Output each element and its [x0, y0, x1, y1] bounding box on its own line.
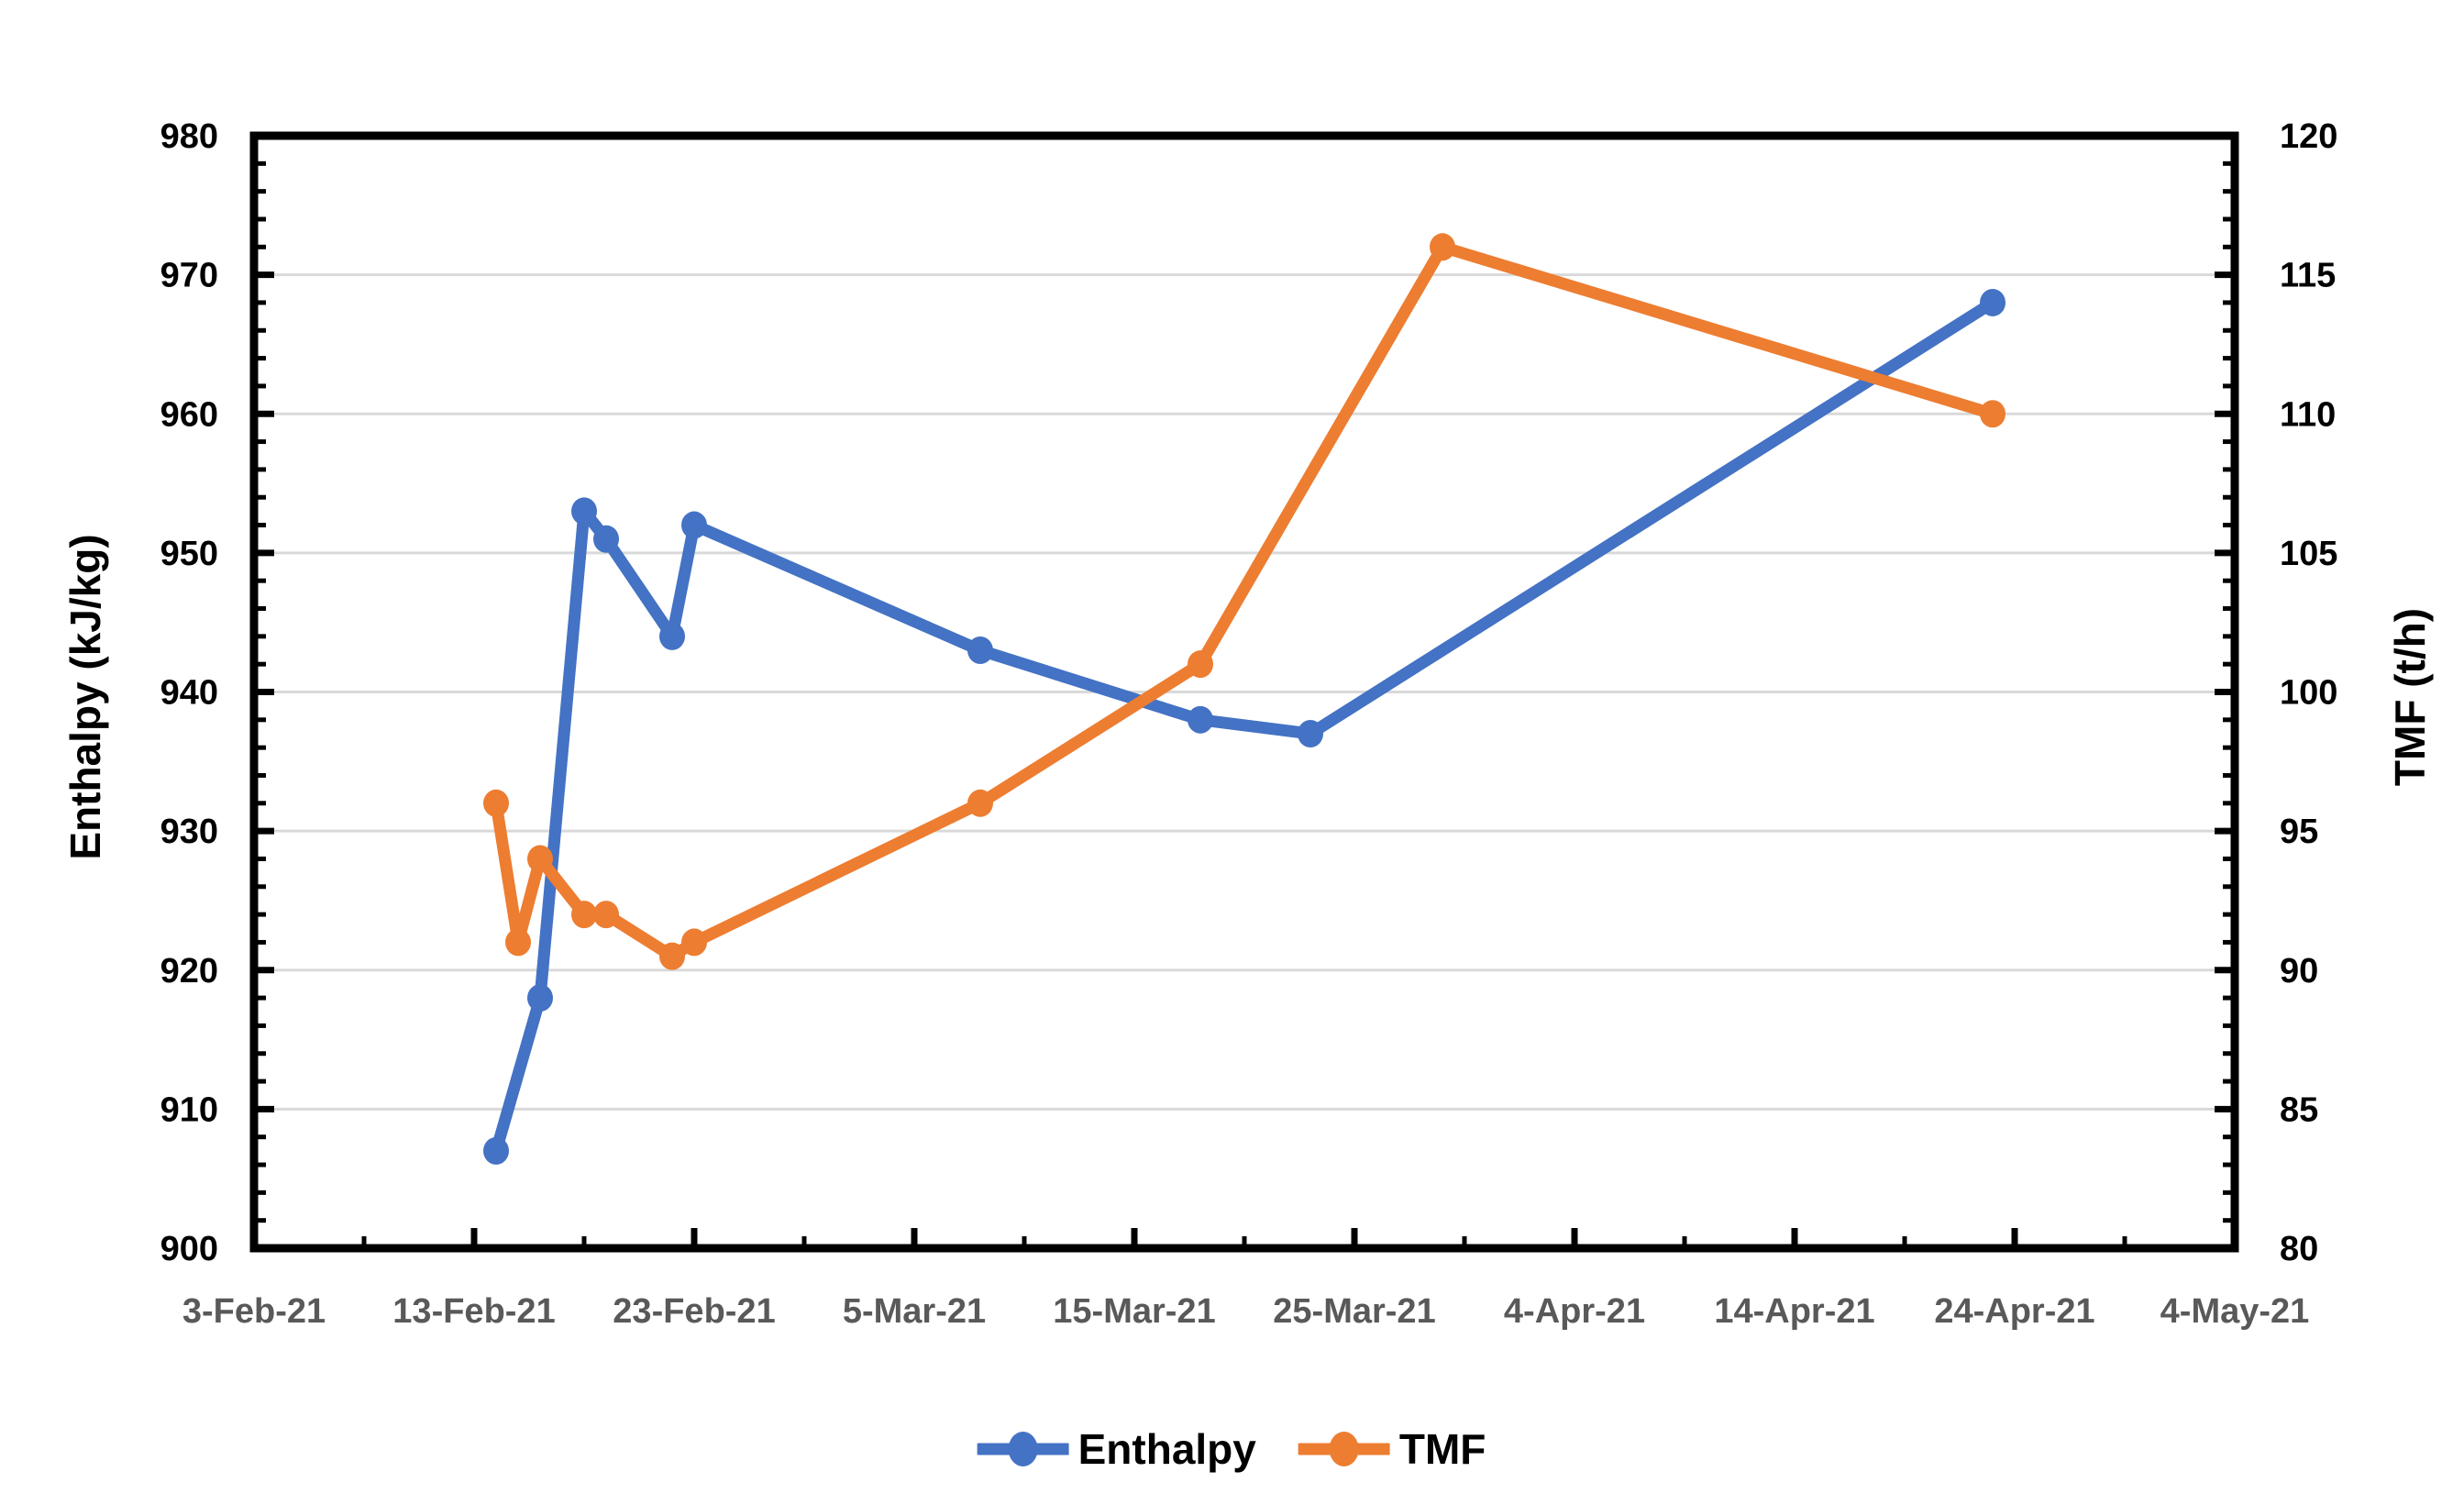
left-axis-title: Enthalpy (kJ/kg) — [61, 534, 109, 860]
enthalpy-legend-label: Enthalpy — [1077, 1425, 1256, 1473]
tmf-marker — [527, 845, 553, 873]
right-axis-title: TMF (t/h) — [2386, 607, 2434, 787]
y-right-tick-label: 105 — [2280, 535, 2337, 573]
x-tick-label: 5-Mar-21 — [843, 1292, 986, 1331]
y-right-tick-label: 100 — [2280, 674, 2337, 713]
y-left-tick-label: 910 — [160, 1090, 218, 1129]
x-tick-label: 3-Feb-21 — [182, 1292, 326, 1331]
tmf-line-marker-icon — [1298, 1432, 1390, 1466]
tmf-marker — [593, 901, 619, 929]
y-left-tick-label: 920 — [160, 952, 218, 990]
enthalpy-marker — [1188, 705, 1213, 734]
x-tick-label: 15-Mar-21 — [1053, 1292, 1215, 1331]
tmf-marker — [1980, 400, 2005, 428]
x-tick-label: 4-May-21 — [2160, 1292, 2310, 1331]
x-tick-label: 14-Apr-21 — [1714, 1292, 1874, 1331]
enthalpy-marker — [659, 622, 685, 650]
y-left-tick-label: 950 — [160, 535, 218, 573]
y-left-tick-label: 900 — [160, 1230, 218, 1268]
enthalpy-line — [490, 296, 1999, 1157]
tmf-line — [490, 240, 1999, 963]
y-right-tick-label: 90 — [2280, 952, 2318, 990]
tmf-marker — [1188, 650, 1213, 679]
y-left-tick-label: 970 — [160, 257, 218, 295]
y-left-tick-label: 930 — [160, 813, 218, 851]
enthalpy-marker — [483, 1136, 509, 1165]
enthalpy-marker — [571, 497, 597, 526]
tmf-marker — [681, 928, 707, 957]
tmf-marker — [505, 928, 531, 957]
tmf-marker — [659, 942, 685, 970]
enthalpy-marker — [681, 511, 707, 539]
tmf-marker — [1430, 233, 1455, 261]
legend: Enthalpy TMF — [977, 1425, 1486, 1473]
y-left-tick-label: 960 — [160, 395, 218, 434]
x-tick-label: 4-Apr-21 — [1504, 1292, 1645, 1331]
x-tick-label: 13-Feb-21 — [392, 1292, 555, 1331]
legend-item-tmf: TMF — [1298, 1428, 1486, 1470]
x-tick-label: 24-Apr-21 — [1934, 1292, 2094, 1331]
y-right-tick-label: 95 — [2280, 813, 2318, 851]
axis-frame — [249, 131, 2239, 1253]
x-tick-label: 23-Feb-21 — [613, 1292, 775, 1331]
enthalpy-marker — [967, 636, 993, 665]
y-right-tick-label: 110 — [2280, 395, 2336, 434]
enthalpy-marker — [593, 525, 619, 553]
legend-item-enthalpy: Enthalpy — [977, 1425, 1256, 1473]
y-right-tick-label: 80 — [2280, 1230, 2318, 1268]
tmf-marker — [483, 789, 509, 817]
enthalpy-marker — [1298, 719, 1323, 747]
x-tick-label: 25-Mar-21 — [1273, 1292, 1435, 1331]
y-right-tick-label: 115 — [2280, 257, 2336, 295]
enthalpy-marker — [527, 984, 553, 1013]
tmf-marker — [967, 789, 993, 817]
tmf-marker — [571, 901, 597, 929]
y-left-tick-label: 940 — [160, 674, 218, 713]
enthalpy-marker — [1980, 288, 2005, 316]
y-right-tick-label: 120 — [2280, 117, 2337, 156]
y-right-tick-label: 85 — [2280, 1090, 2318, 1129]
tmf-legend-label: TMF — [1398, 1425, 1486, 1473]
y-left-tick-label: 980 — [160, 117, 218, 156]
enthalpy-line-marker-icon — [977, 1432, 1069, 1466]
